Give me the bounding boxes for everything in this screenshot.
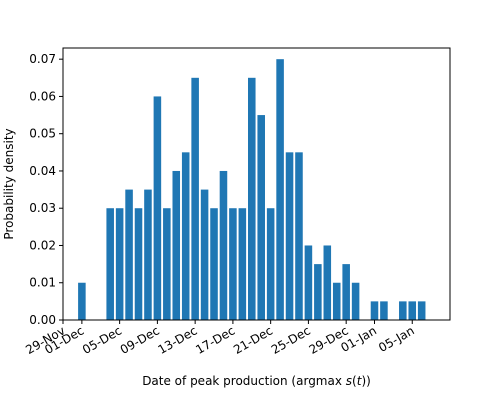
y-tick-label: 0.07	[29, 52, 56, 66]
bar-2023-01-02	[380, 301, 388, 320]
bars	[78, 59, 426, 321]
bar-2022-12-15	[210, 208, 218, 320]
y-tick-label: 0.06	[29, 89, 56, 103]
bar-2022-12-12	[181, 152, 190, 320]
y-tick-label: 0.03	[29, 201, 56, 215]
bar-2022-12-10	[163, 208, 171, 320]
bar-2022-12-30	[351, 282, 360, 320]
bar-2022-12-09	[153, 96, 162, 320]
y-tick-label: 0.02	[29, 238, 56, 252]
bar-2022-12-29	[342, 264, 350, 320]
bar-2022-12-28	[332, 282, 341, 320]
x-tick-label: 09-Dec	[118, 323, 162, 357]
y-tick-label: 0.00	[29, 313, 56, 327]
x-tick-label: 01-Dec	[42, 323, 86, 357]
bar-2022-12-05	[115, 208, 124, 320]
bar-2023-01-05	[408, 301, 417, 320]
y-tick-label: 0.05	[29, 127, 56, 141]
bar-2022-12-17	[229, 208, 237, 320]
y-tick-label: 0.04	[29, 164, 56, 178]
x-axis-ticks: 29-Nov01-Dec05-Dec09-Dec13-Dec17-Dec21-D…	[23, 320, 417, 357]
bar-2022-12-01	[78, 282, 86, 320]
bar-2022-12-20	[257, 115, 265, 320]
bar-2022-12-19	[248, 77, 256, 320]
x-tick-label: 05-Jan	[376, 323, 417, 355]
y-axis-ticks: 0.00 0.01 0.02 0.03 0.04 0.05 0.06 0.07	[29, 52, 63, 327]
bar-2022-12-25	[304, 245, 313, 320]
x-tick-label: 17-Dec	[193, 323, 237, 357]
bar-2022-12-22	[276, 59, 284, 321]
x-tick-label: 25-Dec	[269, 323, 313, 357]
bar-2022-12-26	[314, 264, 322, 320]
y-axis-label: Probability density	[2, 128, 16, 239]
bar-2022-12-18	[238, 208, 247, 320]
x-tick-label: 05-Dec	[80, 323, 124, 357]
bar-2023-01-04	[399, 301, 407, 320]
bar-2023-01-06	[417, 301, 426, 320]
x-axis-label: Date of peak production (argmax s(t))	[142, 374, 371, 388]
bar-2022-12-06	[125, 189, 133, 320]
x-tick-label: 13-Dec	[156, 323, 200, 357]
bar-2022-12-13	[191, 77, 199, 320]
plot-frame	[62, 47, 451, 321]
bar-2023-01-01	[370, 301, 379, 320]
bar-2022-12-04	[106, 208, 114, 320]
y-tick-label: 0.01	[29, 276, 56, 290]
bar-2022-12-24	[295, 152, 303, 320]
bar-2022-12-23	[285, 152, 294, 320]
bar-2022-12-21	[266, 208, 275, 320]
bar-2022-12-07	[134, 208, 143, 320]
bar-2022-12-08	[144, 189, 152, 320]
x-tick-label: 21-Dec	[231, 323, 275, 357]
bar-2022-12-27	[323, 245, 332, 320]
bar-2022-12-16	[219, 170, 228, 320]
bar-2022-12-11	[172, 170, 181, 320]
bar-2022-12-14	[200, 189, 209, 320]
